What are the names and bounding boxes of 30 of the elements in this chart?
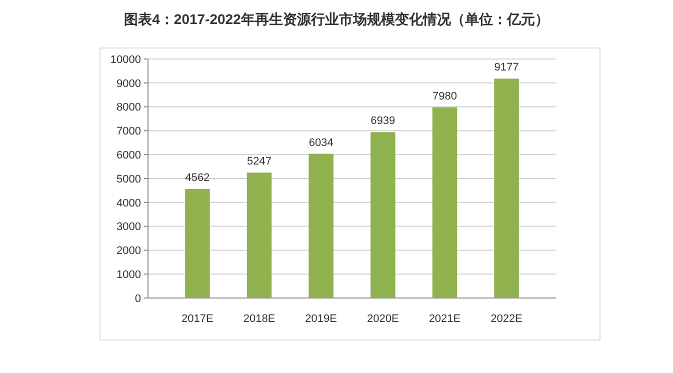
y-tick-label: 2000	[116, 245, 141, 258]
x-tick-label: 2018E	[243, 313, 276, 325]
y-tick-label: 10000	[110, 54, 141, 66]
x-tick-label: 2017E	[182, 313, 214, 325]
y-tick-label: 6000	[116, 149, 141, 162]
y-tick-label: 7000	[116, 126, 141, 138]
data-label: 5247	[247, 156, 272, 168]
y-tick-label: 9000	[116, 78, 141, 90]
y-tick-label: 8000	[116, 102, 141, 114]
bar	[370, 132, 396, 298]
bar	[494, 78, 519, 298]
chart-title: 图表4：2017-2022年再生资源行业市场规模变化情况（单位：亿元）	[124, 11, 549, 27]
x-tick-label: 2021E	[428, 313, 461, 325]
data-label: 6939	[370, 115, 396, 128]
y-tick-label: 5000	[116, 173, 141, 186]
x-tick-label: 2022E	[490, 313, 522, 325]
data-label: 9177	[494, 62, 519, 74]
bar	[308, 154, 334, 298]
data-label: 7980	[432, 90, 457, 102]
data-label: 6034	[308, 136, 334, 149]
bar	[246, 172, 272, 298]
x-tick-label: 2020E	[367, 313, 399, 325]
bar	[432, 107, 458, 298]
y-tick-label: 4000	[116, 197, 141, 210]
y-tick-label: 1000	[116, 268, 141, 281]
x-tick-label: 2019E	[305, 313, 337, 325]
y-tick-label: 3000	[116, 221, 141, 234]
y-tick-label: 0	[134, 292, 141, 305]
data-label: 4562	[185, 172, 210, 184]
bar	[185, 188, 210, 298]
